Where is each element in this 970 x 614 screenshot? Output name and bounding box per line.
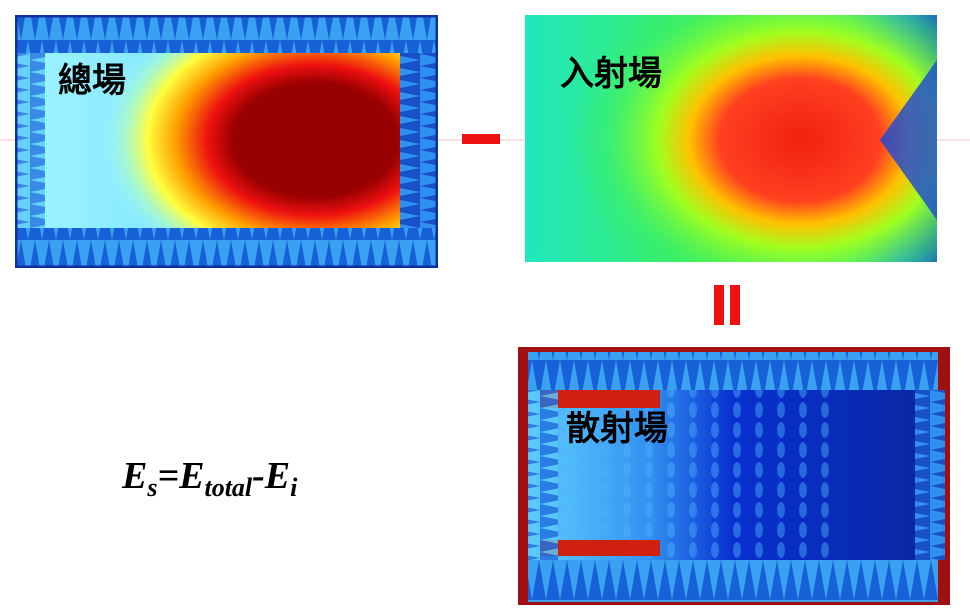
incident-field-panel: [525, 15, 937, 262]
panel-label: 散射場: [566, 409, 668, 449]
formula-part: =E: [157, 455, 204, 497]
equals-sign: [714, 285, 740, 325]
formula-subscript: total: [204, 473, 252, 502]
formula-subscript: i: [290, 473, 298, 502]
formula-part: -E: [252, 455, 290, 497]
formula-subscript: s: [146, 473, 157, 502]
formula: Es=Etotal-Ei: [121, 455, 298, 502]
formula-part: E: [121, 455, 147, 497]
minus-sign: [462, 134, 500, 144]
total-field-panel: [15, 15, 438, 268]
panel-label: 總場: [58, 61, 126, 101]
panel-label: 入射場: [560, 54, 662, 94]
scattered-field-panel: [518, 347, 950, 605]
